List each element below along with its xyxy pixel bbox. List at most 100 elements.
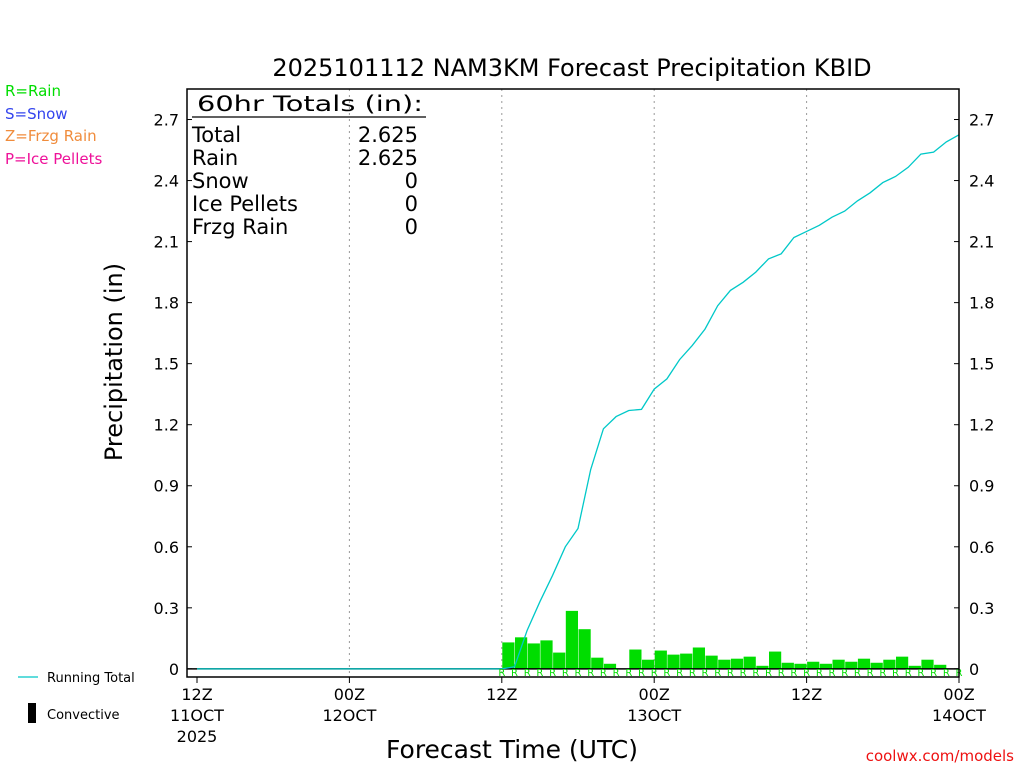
- axis-ticks: 12Z 11OCT 2025 00Z 12OCT 12Z 00Z 13OCT 12Z 00Z 14O…: [154, 111, 995, 746]
- ptype-marker: R: [905, 668, 912, 679]
- y-tick-label: 0.6: [154, 538, 179, 557]
- legend-frzg-rain: Z=Frzg Rain: [5, 127, 97, 145]
- totals-value-ice-pellets: 0: [405, 192, 418, 216]
- ptype-marker: R: [663, 668, 670, 679]
- totals-label-snow: Snow: [192, 169, 249, 193]
- precip-bar: [807, 661, 820, 669]
- precip-bar: [591, 657, 604, 669]
- y-tick-label: 1.5: [154, 355, 179, 374]
- precip-bar: [667, 654, 680, 669]
- precip-bar: [819, 663, 832, 669]
- convective-swatch: [28, 703, 36, 723]
- ptype-marker: R: [600, 668, 607, 679]
- ptype-marker: R: [689, 668, 696, 679]
- y-tick-label: 2.1: [154, 233, 179, 252]
- ptype-marker: R: [892, 668, 899, 679]
- totals-label-frzg-rain: Frzg Rain: [192, 215, 288, 239]
- legend-ice-pellets: P=Ice Pellets: [5, 150, 102, 168]
- ptype-marker: R: [867, 668, 874, 679]
- ptype-marker: R: [613, 668, 620, 679]
- precip-bar: [832, 659, 845, 669]
- y-tick-label-right: 0.6: [969, 538, 994, 557]
- precip-bar: [794, 663, 807, 669]
- ptype-marker: R: [562, 668, 569, 679]
- ptype-marker: R: [854, 668, 861, 679]
- totals-value-frzg-rain: 0: [405, 215, 418, 239]
- legend-running-total: Running Total: [47, 671, 135, 686]
- ptype-marker: R: [790, 668, 797, 679]
- precip-bar: [680, 653, 693, 669]
- y-tick-label-right: 0.3: [969, 599, 994, 618]
- x-tick-label: 12Z: [181, 685, 212, 704]
- y-tick-label-right: 1.8: [969, 294, 994, 313]
- ptype-marker: R: [511, 668, 518, 679]
- ptype-marker: R: [917, 668, 924, 679]
- ptype-marker: R: [549, 668, 556, 679]
- ptype-marker: R: [587, 668, 594, 679]
- y-tick-label: 0.3: [154, 599, 179, 618]
- y-tick-label-right: 1.2: [969, 416, 994, 435]
- precip-bar: [578, 629, 591, 669]
- totals-title: 60hr Totals (in):: [197, 92, 423, 116]
- x-tick-label: 12Z: [486, 685, 517, 704]
- x-tick-label: 2025: [177, 727, 218, 746]
- y-axis-label: Precipitation (in): [100, 263, 128, 461]
- precip-bar: [654, 650, 667, 669]
- x-tick-label: 14OCT: [932, 706, 986, 725]
- y-tick-label: 2.4: [154, 172, 179, 191]
- precip-bar: [883, 659, 896, 669]
- ptype-marker: R: [524, 668, 531, 679]
- x-tick-label: 00Z: [943, 685, 974, 704]
- x-tick-label: 12OCT: [322, 706, 376, 725]
- legend-rain: R=Rain: [5, 82, 61, 100]
- ptype-marker: R: [803, 668, 810, 679]
- totals-label-total: Total: [191, 123, 241, 147]
- y-tick-label-right: 0: [969, 660, 979, 679]
- ptype-marker: R: [841, 668, 848, 679]
- precip-bar: [540, 640, 553, 669]
- ptype-marker: R: [625, 668, 632, 679]
- precip-bar: [896, 656, 909, 669]
- ptype-marker: R: [638, 668, 645, 679]
- ptype-marker: R: [778, 668, 785, 679]
- ptype-marker: R: [498, 668, 505, 679]
- precip-bar: [857, 658, 871, 669]
- ptype-marker: R: [714, 668, 721, 679]
- legend-convective: Convective: [47, 708, 120, 723]
- y-tick-label-right: 1.5: [969, 355, 994, 374]
- ptype-marker: R: [765, 668, 772, 679]
- ptype-marker: R: [727, 668, 734, 679]
- precip-bars: [502, 610, 947, 669]
- ptype-marker: R: [676, 668, 683, 679]
- ptype-marker: R: [930, 668, 937, 679]
- precip-bar: [603, 663, 617, 669]
- precip-bar: [629, 649, 642, 669]
- ptype-marker: R: [879, 668, 886, 679]
- precip-bar: [527, 643, 540, 669]
- running-total-line: [197, 134, 960, 670]
- precip-bar: [705, 655, 718, 669]
- footer-credit: coolwx.com/models: [866, 747, 1014, 765]
- y-tick-label-right: 2.4: [969, 172, 994, 191]
- precip-bar: [565, 610, 578, 669]
- ptype-marker: R: [740, 668, 747, 679]
- precip-bar: [870, 662, 883, 669]
- y-tick-label-right: 2.1: [969, 233, 994, 252]
- ptype-marker: R: [943, 668, 950, 679]
- precip-bar: [502, 642, 515, 669]
- chart-title: 2025101112 NAM3KM Forecast Precipitation…: [272, 54, 871, 82]
- y-tick-label: 1.8: [154, 294, 179, 313]
- precip-bar: [781, 662, 794, 669]
- plot-frame: [186, 88, 960, 678]
- precip-bar: [692, 647, 705, 669]
- ptype-marker: R: [752, 668, 759, 679]
- precip-bar: [845, 661, 858, 669]
- precip-bar: [730, 658, 744, 669]
- ptype-marker: R: [575, 668, 582, 679]
- totals-value-rain: 2.625: [358, 146, 418, 170]
- precip-bar: [743, 656, 756, 669]
- y-tick-label: 1.2: [154, 416, 179, 435]
- precip-bar: [934, 664, 947, 669]
- y-tick-label: 0.9: [154, 477, 179, 496]
